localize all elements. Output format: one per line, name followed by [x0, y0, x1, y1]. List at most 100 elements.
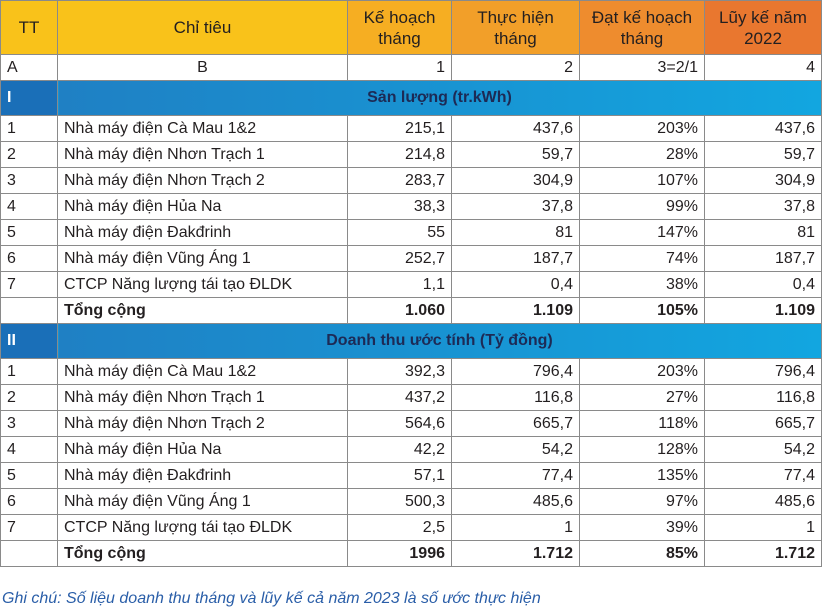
data-cell: 54,2	[704, 436, 822, 463]
index-cell: 2	[451, 54, 580, 81]
data-table: TT Chỉ tiêu Kế hoạch tháng Thực hiện tháng Đ…	[0, 0, 822, 567]
total-cell: Tổng cộng	[57, 297, 348, 324]
data-row: 4 Nhà máy điện Hủa Na 38,3 37,8 99% 37,8	[0, 193, 822, 220]
data-cell: 39%	[579, 514, 705, 541]
section-number: I	[0, 80, 58, 116]
data-cell: 665,7	[704, 410, 822, 437]
data-cell: Nhà máy điện Vũng Áng 1	[57, 488, 348, 515]
total-cell: 1996	[347, 540, 452, 567]
header-cell: Kế hoạch tháng	[347, 0, 452, 55]
data-cell: 57,1	[347, 462, 452, 489]
header-row: TT Chỉ tiêu Kế hoạch tháng Thực hiện tháng Đ…	[0, 0, 822, 55]
section-title: Sản lượng (tr.kWh)	[57, 80, 822, 116]
total-cell: 1.060	[347, 297, 452, 324]
data-cell: 187,7	[704, 245, 822, 272]
total-row: Tổng cộng 1.060 1.109 105% 1.109	[0, 297, 822, 324]
data-cell: 2	[0, 141, 58, 168]
data-cell: 304,9	[451, 167, 580, 194]
index-cell: 1	[347, 54, 452, 81]
data-cell: Nhà máy điện Hủa Na	[57, 436, 348, 463]
data-cell: Nhà máy điện Cà Mau 1&2	[57, 115, 348, 142]
data-cell: 203%	[579, 115, 705, 142]
data-cell: 99%	[579, 193, 705, 220]
data-cell: 38%	[579, 271, 705, 298]
data-cell: 4	[0, 193, 58, 220]
data-cell: 2,5	[347, 514, 452, 541]
data-cell: 81	[451, 219, 580, 246]
total-cell: Tổng cộng	[57, 540, 348, 567]
data-cell: Nhà máy điện Vũng Áng 1	[57, 245, 348, 272]
data-cell: Nhà máy điện Nhơn Trạch 1	[57, 384, 348, 411]
data-cell: 392,3	[347, 358, 452, 385]
data-row: 4 Nhà máy điện Hủa Na 42,2 54,2 128% 54,2	[0, 436, 822, 463]
header-cell: TT	[0, 0, 58, 55]
data-cell: 74%	[579, 245, 705, 272]
data-cell: CTCP Năng lượng tái tạo ĐLDK	[57, 271, 348, 298]
data-cell: 485,6	[704, 488, 822, 515]
data-cell: 77,4	[451, 462, 580, 489]
data-cell: 1	[704, 514, 822, 541]
total-cell: 1.712	[704, 540, 822, 567]
data-cell: 2	[0, 384, 58, 411]
header-cell: Chỉ tiêu	[57, 0, 348, 55]
data-cell: 437,6	[451, 115, 580, 142]
data-row: 5 Nhà máy điện Đakđrinh 57,1 77,4 135% 77,4	[0, 462, 822, 489]
data-cell: 500,3	[347, 488, 452, 515]
data-row: 6 Nhà máy điện Vũng Áng 1 252,7 187,7 74% 187…	[0, 245, 822, 272]
data-cell: 37,8	[451, 193, 580, 220]
data-row: 7 CTCP Năng lượng tái tạo ĐLDK 1,1 0,4 38% 0,…	[0, 271, 822, 298]
data-cell: 97%	[579, 488, 705, 515]
data-cell: 215,1	[347, 115, 452, 142]
data-cell: 3	[0, 167, 58, 194]
index-row: A B 1 2 3=2/1 4	[0, 54, 822, 81]
data-cell: 304,9	[704, 167, 822, 194]
data-cell: Nhà máy điện Nhơn Trạch 2	[57, 410, 348, 437]
data-cell: 81	[704, 219, 822, 246]
total-cell: 105%	[579, 297, 705, 324]
index-cell: A	[0, 54, 58, 81]
data-cell: 283,7	[347, 167, 452, 194]
data-row: 2 Nhà máy điện Nhơn Trạch 1 437,2 116,8 27% 1…	[0, 384, 822, 411]
section-row: I Sản lượng (tr.kWh)	[0, 80, 822, 116]
data-row: 7 CTCP Năng lượng tái tạo ĐLDK 2,5 1 39% 1	[0, 514, 822, 541]
data-cell: 27%	[579, 384, 705, 411]
data-cell: 665,7	[451, 410, 580, 437]
data-cell: Nhà máy điện Cà Mau 1&2	[57, 358, 348, 385]
data-row: 2 Nhà máy điện Nhơn Trạch 1 214,8 59,7 28% 59…	[0, 141, 822, 168]
data-row: 3 Nhà máy điện Nhơn Trạch 2 283,7 304,9 107%…	[0, 167, 822, 194]
data-cell: 796,4	[451, 358, 580, 385]
header-cell: Thực hiện tháng	[451, 0, 580, 55]
data-cell: 1	[0, 358, 58, 385]
data-cell: 107%	[579, 167, 705, 194]
index-cell: 3=2/1	[579, 54, 705, 81]
data-cell: 77,4	[704, 462, 822, 489]
data-cell: 147%	[579, 219, 705, 246]
data-cell: 437,6	[704, 115, 822, 142]
data-cell: 128%	[579, 436, 705, 463]
total-cell: 85%	[579, 540, 705, 567]
data-cell: 59,7	[704, 141, 822, 168]
header-cell: Đạt kế hoạch tháng	[579, 0, 705, 55]
data-cell: 1	[0, 115, 58, 142]
data-cell: Nhà máy điện Nhơn Trạch 1	[57, 141, 348, 168]
data-row: 6 Nhà máy điện Vũng Áng 1 500,3 485,6 97% 485…	[0, 488, 822, 515]
data-cell: 37,8	[704, 193, 822, 220]
total-cell: 1.712	[451, 540, 580, 567]
index-cell: 4	[704, 54, 822, 81]
data-row: 1 Nhà máy điện Cà Mau 1&2 215,1 437,6 203% 43…	[0, 115, 822, 142]
data-cell: 38,3	[347, 193, 452, 220]
section-number: II	[0, 323, 58, 359]
section-title: Doanh thu ước tính (Tỷ đồng)	[57, 323, 822, 359]
total-cell: 1.109	[704, 297, 822, 324]
data-cell: 252,7	[347, 245, 452, 272]
data-cell: 116,8	[451, 384, 580, 411]
data-cell: 42,2	[347, 436, 452, 463]
data-cell: 0,4	[704, 271, 822, 298]
data-row: 3 Nhà máy điện Nhơn Trạch 2 564,6 665,7 118%…	[0, 410, 822, 437]
data-cell: 3	[0, 410, 58, 437]
data-cell: 6	[0, 245, 58, 272]
empty-cell	[0, 540, 58, 567]
data-cell: 55	[347, 219, 452, 246]
index-cell: B	[57, 54, 348, 81]
footnote: Ghi chú: Số liệu doanh thu tháng và lũy …	[2, 590, 541, 607]
